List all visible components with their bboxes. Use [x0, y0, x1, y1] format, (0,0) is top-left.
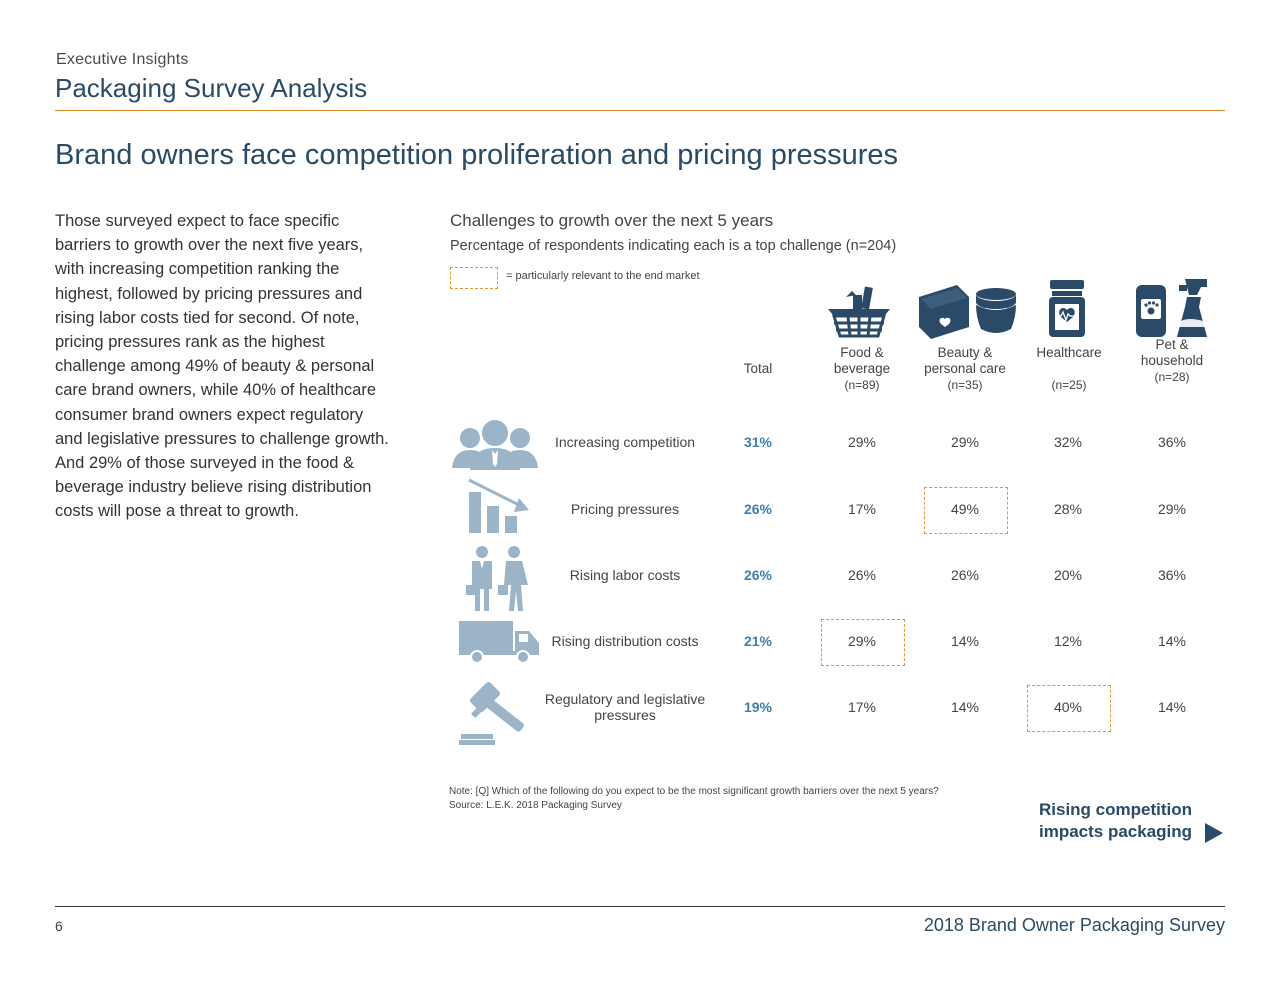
col-header-beauty-n: (n=35)	[947, 378, 983, 392]
cell-total: 31%	[743, 434, 773, 450]
cell-healthcare: 28%	[1053, 501, 1083, 517]
cell-total: 26%	[743, 501, 773, 517]
col-header-food-n: (n=89)	[844, 378, 880, 392]
cosmetics-icon	[917, 283, 1019, 341]
col-header-pet: Pet & household (n=28)	[1132, 337, 1212, 385]
row-label-distribution: Rising distribution costs	[551, 633, 699, 649]
body-paragraph: Those surveyed expect to face specific b…	[55, 212, 389, 521]
col-header-pet-n: (n=28)	[1154, 370, 1190, 384]
row-label-labor: Rising labor costs	[569, 567, 681, 583]
cell-total: 19%	[743, 699, 773, 715]
col-header-healthcare: Healthcare (n=25)	[1026, 345, 1112, 393]
col-header-pet-label: Pet & household	[1140, 337, 1204, 368]
cell-food: 29%	[847, 633, 877, 649]
highlight-food-distribution	[821, 619, 905, 666]
col-header-healthcare-label: Healthcare	[1036, 345, 1102, 360]
cell-food: 26%	[847, 567, 877, 583]
cell-beauty: 14%	[950, 699, 980, 715]
source-text: Source: L.E.K. 2018 Packaging Survey	[449, 800, 622, 811]
cell-total: 21%	[743, 633, 773, 649]
note-text: Note: [Q] Which of the following do you …	[449, 786, 939, 797]
cell-food: 17%	[847, 699, 877, 715]
highlight-beauty-pricing	[924, 487, 1008, 534]
col-header-beauty: Beauty & personal care (n=35)	[914, 345, 1016, 393]
footer-title: 2018 Brand Owner Packaging Survey	[923, 915, 1225, 935]
chart-notes: Note: [Q] Which of the following do you …	[449, 785, 939, 813]
basket-icon	[826, 283, 892, 339]
cell-beauty: 49%	[950, 501, 980, 517]
chart-title: Challenges to growth over the next 5 yea…	[450, 211, 774, 230]
legend-text: = particularly relevant to the end marke…	[506, 270, 700, 282]
people-icon	[452, 420, 538, 470]
header-divider	[55, 110, 1225, 111]
legend-swatch	[450, 267, 498, 289]
supertitle: Executive Insights	[56, 51, 189, 68]
col-header-food: Food & beverage (n=89)	[817, 345, 907, 393]
cell-pet: 14%	[1157, 699, 1187, 715]
cell-pet: 36%	[1157, 434, 1187, 450]
cell-food: 29%	[847, 434, 877, 450]
cell-total: 26%	[743, 567, 773, 583]
headline: Brand owners face competition proliferat…	[55, 139, 899, 171]
chart-subtitle: Percentage of respondents indicating eac…	[450, 238, 897, 254]
cell-pet: 14%	[1157, 633, 1187, 649]
highlight-healthcare-regulatory	[1027, 685, 1111, 732]
cell-beauty: 29%	[950, 434, 980, 450]
col-header-beauty-label: Beauty & personal care	[924, 345, 1006, 376]
footer-divider	[55, 906, 1225, 907]
cell-healthcare: 12%	[1053, 633, 1083, 649]
row-label-pricing: Pricing pressures	[570, 501, 680, 517]
page-number: 6	[55, 918, 63, 934]
cell-healthcare: 20%	[1053, 567, 1083, 583]
cell-beauty: 14%	[950, 633, 980, 649]
cell-beauty: 26%	[950, 567, 980, 583]
play-arrow-icon[interactable]	[1205, 823, 1223, 843]
next-page-link[interactable]: Rising competition impacts packaging	[1039, 800, 1193, 841]
gavel-icon	[459, 676, 539, 746]
col-header-food-label: Food & beverage	[833, 345, 891, 376]
medicine-jar-icon	[1047, 280, 1087, 338]
page-title: Packaging Survey Analysis	[55, 73, 368, 103]
cell-healthcare: 40%	[1053, 699, 1083, 715]
cell-pet: 36%	[1157, 567, 1187, 583]
declining-chart-icon	[467, 478, 533, 534]
cell-food: 17%	[847, 501, 877, 517]
pet-cleaner-icon	[1135, 277, 1211, 339]
truck-icon	[459, 619, 541, 665]
row-label-regulatory: Regulatory and legislative pressures	[544, 691, 706, 723]
cell-pet: 29%	[1157, 501, 1187, 517]
col-header-healthcare-n: (n=25)	[1051, 378, 1087, 392]
cell-healthcare: 32%	[1053, 434, 1083, 450]
row-label-competition: Increasing competition	[554, 434, 696, 450]
col-header-total: Total	[743, 361, 773, 376]
workers-icon	[466, 545, 532, 613]
